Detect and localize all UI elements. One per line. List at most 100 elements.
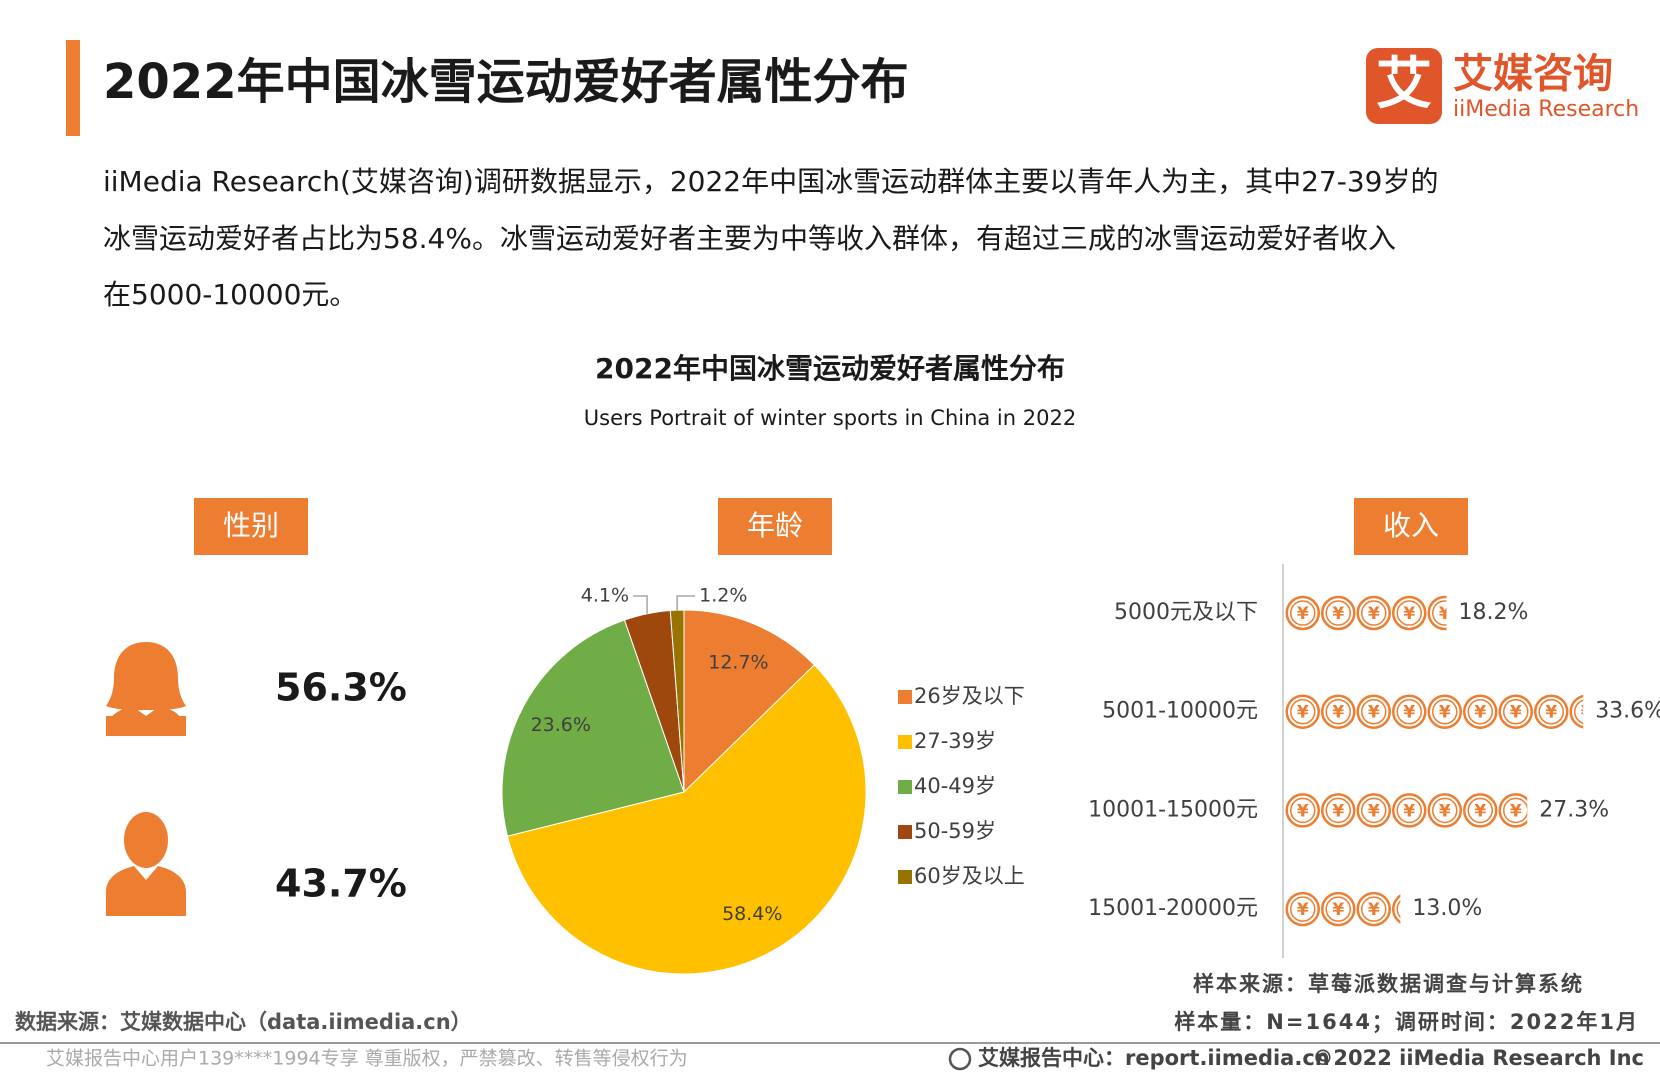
legend-swatch (898, 780, 912, 794)
coin-symbol: ¥ (1474, 801, 1486, 821)
coin-ring (1290, 698, 1316, 725)
coin-symbol: ¥ (1403, 604, 1415, 624)
pie-label: 23.6% (531, 714, 591, 736)
coin-ring (1396, 899, 1401, 919)
coin-ring (1361, 797, 1387, 824)
footer-copyright: ©2022 iiMedia Research Inc (1312, 1046, 1644, 1070)
coin-symbol: ¥ (1332, 604, 1344, 624)
coin-ring (1396, 600, 1422, 626)
coin-ring (1432, 600, 1447, 626)
coin-row: ¥ ¥ ¥ ¥ ¥ ¥ ¥ ¥ ¥ (1285, 694, 1593, 729)
legend-swatch (898, 735, 912, 749)
coin-ring (1325, 698, 1351, 725)
coin-symbol: ¥ (1439, 604, 1451, 624)
coin-symbol: ¥ (1332, 801, 1344, 821)
pie-slice (501, 619, 685, 837)
legend-label: 40-49岁 (914, 774, 996, 798)
coin-ring (1467, 698, 1493, 725)
coin-ring (1325, 797, 1351, 824)
pie-leader (676, 595, 696, 611)
coin-ring (1361, 600, 1387, 626)
pie-slice (506, 664, 867, 975)
coin-symbol: ¥ (1510, 703, 1522, 723)
coin-symbol: ¥ (1403, 703, 1415, 723)
section-header-box (1354, 498, 1468, 555)
income-label: 5001-10000元 (1102, 699, 1258, 724)
sample-size: 样本量：N=1644；调研时间：2022年1月 (1174, 1010, 1639, 1034)
coin-symbol: ¥ (1510, 801, 1522, 821)
pie-label: 58.4% (722, 903, 782, 925)
coin-ring (1538, 698, 1564, 725)
coin-row: ¥ ¥ ¥ ¥ ¥ ¥ ¥ (1285, 793, 1528, 828)
coin-ring (1290, 600, 1316, 626)
gender-value: 56.3% (275, 666, 407, 710)
coin-symbol: ¥ (1581, 703, 1593, 723)
coin-symbol: ¥ (1368, 900, 1380, 920)
pie-label: 12.7% (708, 651, 768, 673)
coin-symbol: ¥ (1297, 604, 1309, 624)
income-value: 33.6% (1595, 699, 1660, 724)
logo-mark: 艾 (1376, 52, 1432, 117)
logo-en: iiMedia Research (1453, 97, 1639, 122)
globe-icon (948, 1047, 972, 1071)
coin-symbol: ¥ (1297, 801, 1309, 821)
income-label: 15001-20000元 (1088, 896, 1258, 921)
coin-symbol: ¥ (1439, 703, 1451, 723)
description-line: 在5000-10000元。 (103, 278, 357, 311)
income-label: 10001-15000元 (1088, 797, 1258, 822)
coin-symbol: ¥ (1297, 703, 1309, 723)
figure-title: 2022年中国冰雪运动爱好者属性分布 (595, 352, 1065, 385)
logo-name: 艾媒咨询 (1453, 51, 1613, 97)
pie-leader (633, 595, 648, 614)
footer-site: 艾媒报告中心：report.iimedia.cn (978, 1046, 1330, 1070)
coin-symbol: ¥ (1403, 801, 1415, 821)
legend-label: 26岁及以下 (914, 684, 1025, 708)
coin-ring (1325, 896, 1351, 922)
coin-symbol: ¥ (1368, 604, 1380, 624)
coin-symbol: ¥ (1368, 703, 1380, 723)
coin-ring (1467, 797, 1493, 824)
income-value: 13.0% (1412, 896, 1482, 921)
logo-box (1366, 48, 1442, 124)
coin-ring (1432, 698, 1458, 725)
coin-symbol: ¥ (1439, 801, 1451, 821)
data-source: 数据来源：艾媒数据中心（data.iimedia.cn） (15, 1010, 472, 1034)
gender-value: 43.7% (275, 862, 407, 906)
coin-ring (1574, 699, 1584, 724)
income-value: 18.2% (1459, 600, 1529, 625)
coin-symbol: ¥ (1332, 703, 1344, 723)
coin-symbol: ¥ (1368, 801, 1380, 821)
legend-label: 50-59岁 (914, 819, 996, 843)
coin-ring (1396, 797, 1422, 824)
legend-label: 60岁及以上 (914, 864, 1025, 888)
coin-row: ¥ ¥ ¥ ¥ ¥ (1285, 595, 1451, 631)
coin-symbol: ¥ (1332, 900, 1344, 920)
coin-ring (1361, 896, 1387, 922)
coin-ring (1361, 698, 1387, 725)
coin-symbol: ¥ (1545, 703, 1557, 723)
title-accent (66, 40, 80, 136)
income-label: 5000元及以下 (1114, 600, 1258, 625)
coin-row: ¥ ¥ ¥ ¥ (1285, 891, 1401, 927)
section-header: 性别 (223, 509, 279, 542)
section-header-box (718, 498, 832, 555)
section-header-box (194, 498, 308, 555)
coin-ring (1290, 896, 1316, 922)
pie-label: 4.1% (581, 585, 629, 607)
legend-swatch (898, 870, 912, 884)
description-line: 冰雪运动爱好者占比为58.4%。冰雪运动爱好者主要为中等收入群体，有超过三成的冰… (103, 222, 1396, 255)
coin-ring (1325, 600, 1351, 626)
watermark: 艾媒报告中心用户139****1994专享 尊重版权，严禁篡改、转售等侵权行为 (46, 1048, 688, 1070)
legend-swatch (898, 825, 912, 839)
page-title: 2022年中国冰雪运动爱好者属性分布 (103, 54, 909, 110)
figure-subtitle: Users Portrait of winter sports in China… (584, 406, 1076, 430)
pie-label: 1.2% (699, 585, 747, 607)
coin-ring (1290, 797, 1316, 824)
income-value: 27.3% (1539, 797, 1609, 822)
coin-ring (1432, 797, 1458, 824)
legend-label: 27-39岁 (914, 729, 996, 753)
legend-swatch (898, 690, 912, 704)
coin-ring (1396, 698, 1422, 725)
